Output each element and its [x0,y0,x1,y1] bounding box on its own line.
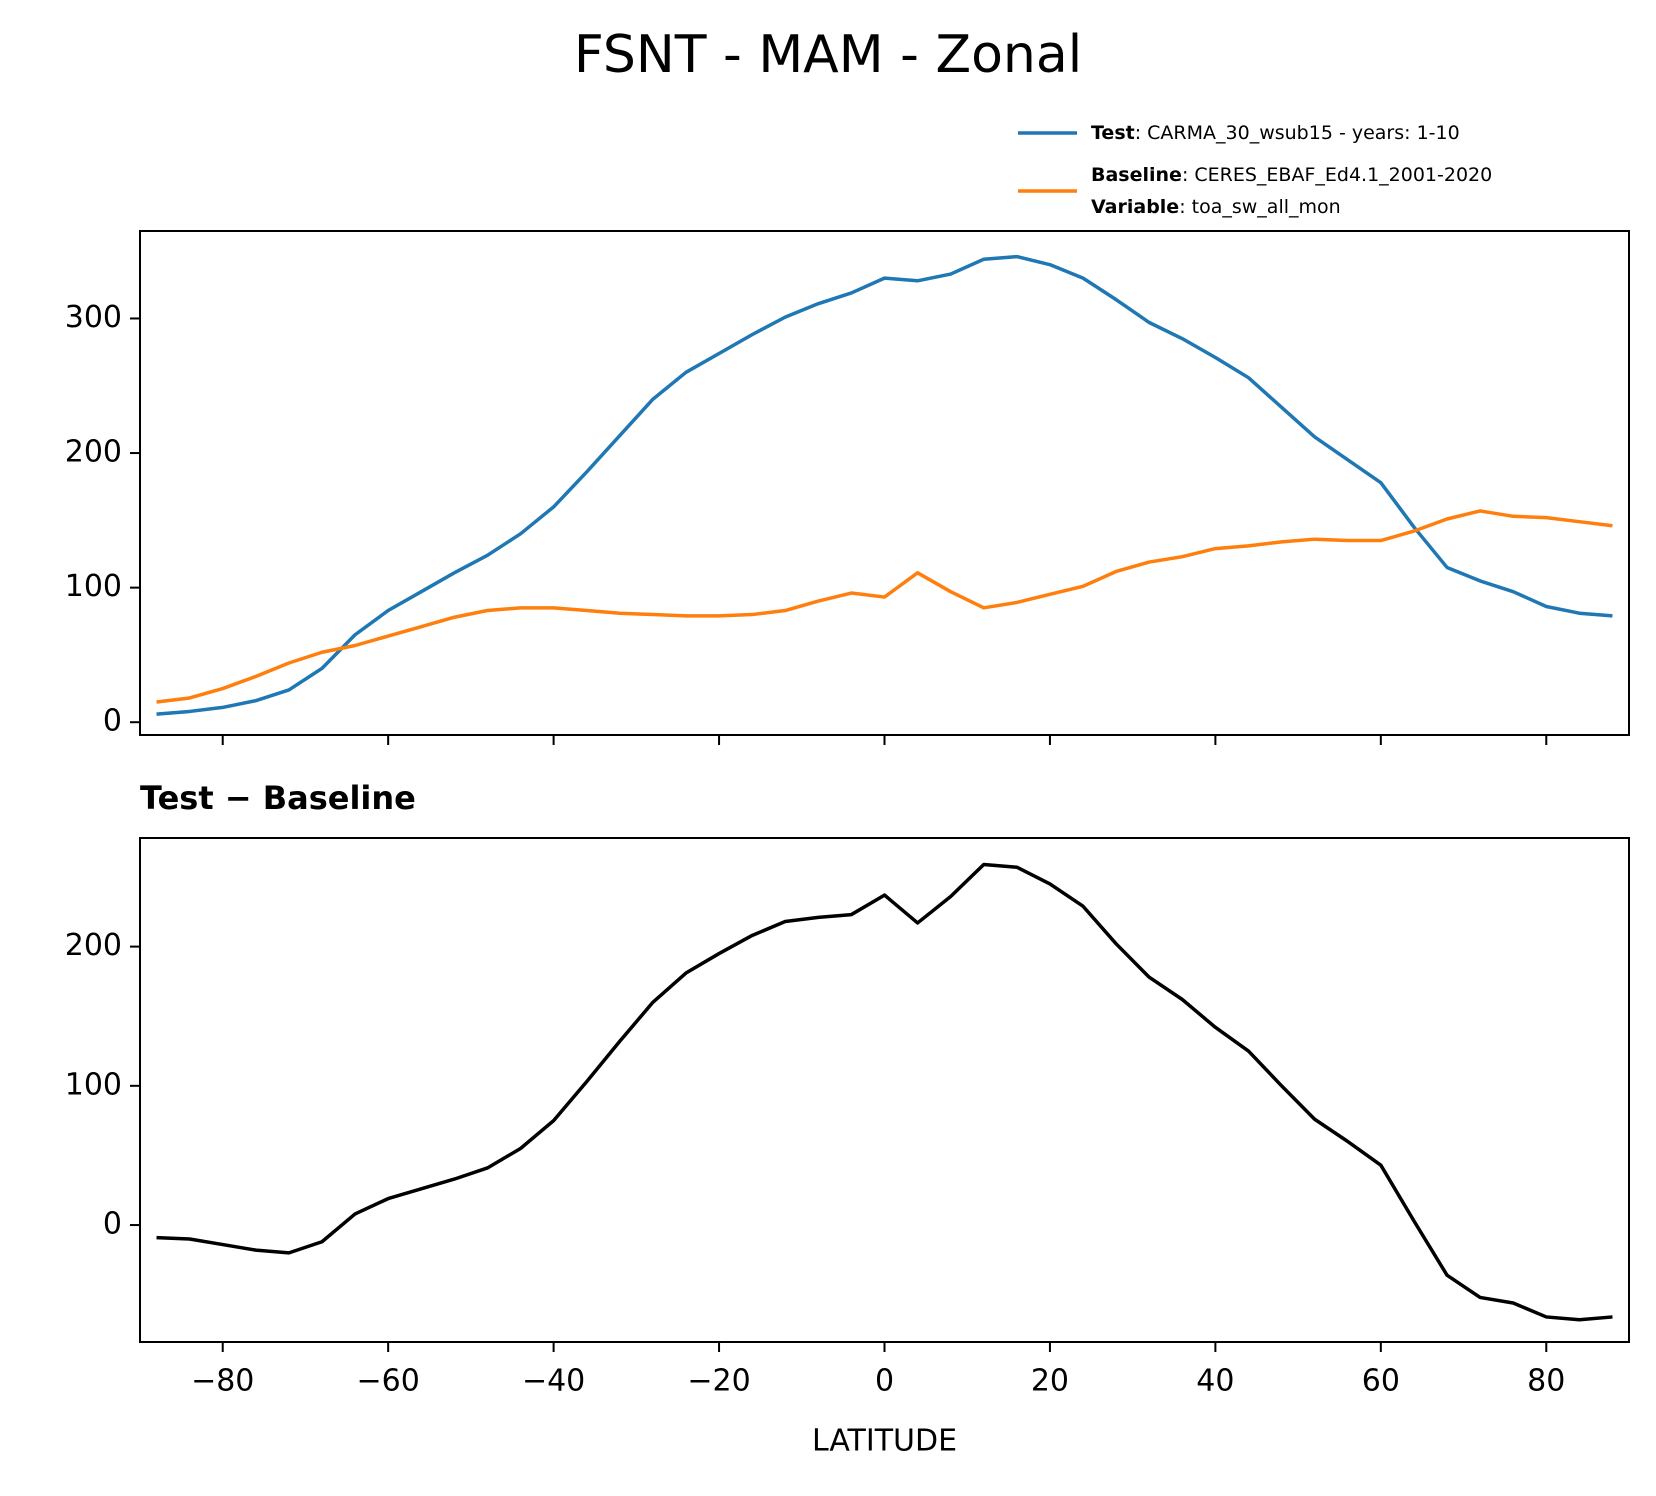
y-tick-label: 100 [65,1067,122,1102]
plot-frame [139,230,1630,736]
y-tick-label: 200 [65,928,122,963]
data-line [156,509,1613,704]
x-tick-label: 80 [1527,1364,1565,1399]
x-tick-label: −20 [687,1364,750,1399]
x-tick-label: −80 [191,1364,254,1399]
legend-name: Baseline [1091,164,1182,186]
y-tick-label: 0 [103,1207,122,1242]
x-tick-label: 20 [1031,1364,1069,1399]
x-tick-label: 40 [1196,1364,1234,1399]
legend-entry: Test: CARMA_30_wsub15 - years: 1-10 [1091,122,1460,144]
legend-text: : CARMA_30_wsub15 - years: 1-10 [1135,122,1460,144]
x-tick-label: −60 [357,1364,420,1399]
subplot-title: Test − Baseline [140,779,416,817]
x-axis-label: LATITUDE [812,1424,957,1459]
y-tick-label: 200 [65,435,122,470]
legend-name: Test [1091,122,1135,144]
x-tick-label: 60 [1362,1364,1400,1399]
y-tick-label: 100 [65,569,122,604]
legend-entry: Variable: toa_sw_all_mon [1091,196,1341,218]
figure-title: FSNT - MAM - Zonal [574,25,1082,85]
legend-name: Variable [1091,196,1179,218]
y-tick-label: 300 [65,300,122,335]
x-tick-label: −40 [522,1364,585,1399]
data-line [156,254,1613,716]
legend-text: : CERES_EBAF_Ed4.1_2001-2020 [1182,164,1492,186]
data-line [156,862,1613,1322]
legend-entry: Baseline: CERES_EBAF_Ed4.1_2001-2020 [1091,164,1492,186]
plot-frame [139,837,1630,1343]
x-tick-label: 0 [875,1364,894,1399]
y-tick-label: 0 [103,704,122,739]
legend-text: : toa_sw_all_mon [1179,196,1340,218]
